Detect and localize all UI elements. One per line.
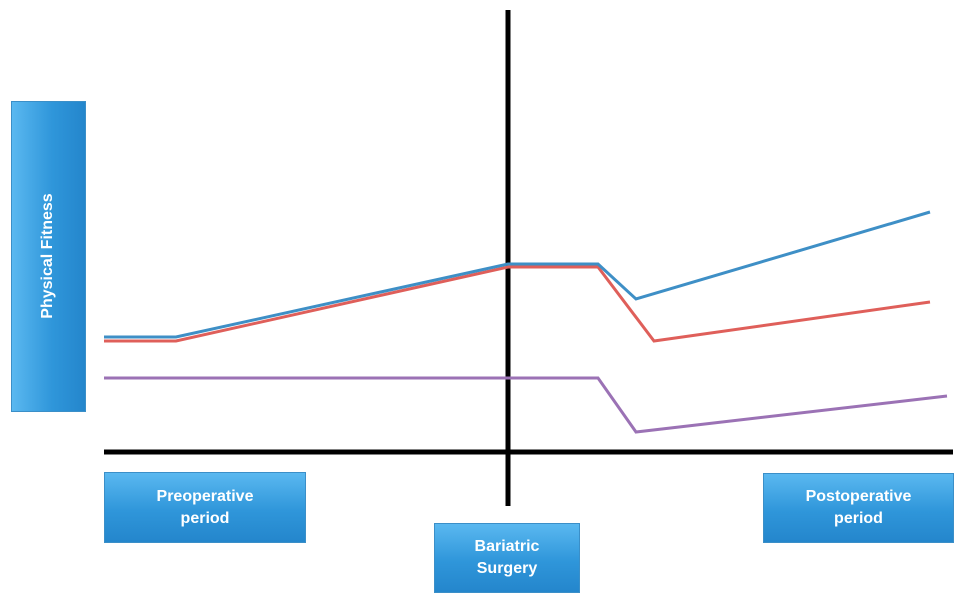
trajectory-line-blue (104, 210, 931, 339)
trajectory-line-red (104, 265, 931, 343)
trajectory-line-purple (104, 376, 948, 434)
postoperative-period-box: Postoperative period (763, 473, 954, 543)
bariatric-surgery-label: Bariatric Surgery (474, 538, 540, 577)
preoperative-period-box: Preoperative period (104, 472, 306, 543)
bariatric-surgery-box: Bariatric Surgery (434, 523, 580, 593)
postoperative-period-label: Postoperative period (805, 488, 912, 527)
preoperative-period-label: Preoperative period (156, 487, 254, 527)
y-axis-label-box (11, 101, 86, 412)
